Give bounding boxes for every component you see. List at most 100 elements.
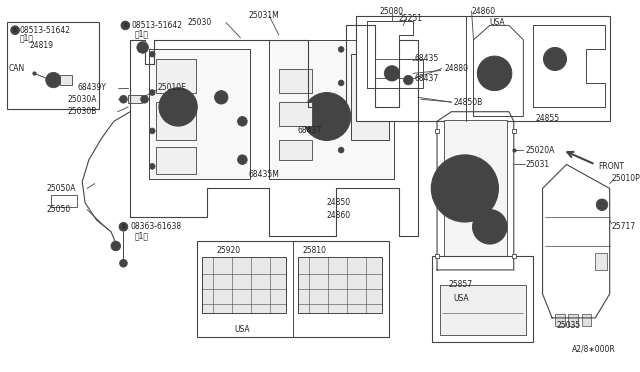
Text: USA: USA xyxy=(453,294,469,303)
Bar xyxy=(128,95,141,103)
Circle shape xyxy=(543,48,566,70)
Text: 24850: 24850 xyxy=(327,198,351,207)
Circle shape xyxy=(303,93,351,141)
Circle shape xyxy=(121,21,130,30)
Circle shape xyxy=(596,199,608,211)
Circle shape xyxy=(472,209,507,244)
Circle shape xyxy=(237,155,247,164)
Text: 25031M: 25031M xyxy=(248,11,279,20)
Circle shape xyxy=(403,75,413,85)
Circle shape xyxy=(149,51,155,57)
Circle shape xyxy=(120,259,127,267)
Text: 24855: 24855 xyxy=(536,114,560,123)
Text: 25030A: 25030A xyxy=(68,95,97,104)
Text: USA: USA xyxy=(234,325,250,334)
Text: 25251: 25251 xyxy=(399,14,422,23)
Circle shape xyxy=(548,52,562,66)
Bar xyxy=(156,102,196,141)
Bar xyxy=(555,314,564,326)
Bar xyxy=(8,22,99,109)
Text: 08513-51642: 08513-51642 xyxy=(131,21,182,30)
Circle shape xyxy=(477,56,512,91)
Text: 25050A: 25050A xyxy=(47,184,76,193)
Text: 24860: 24860 xyxy=(472,7,496,16)
Text: S: S xyxy=(124,23,127,28)
Bar xyxy=(444,121,507,262)
Circle shape xyxy=(431,155,499,222)
Circle shape xyxy=(339,113,344,119)
Bar xyxy=(202,257,287,313)
Bar xyxy=(197,241,389,337)
Text: 68437: 68437 xyxy=(298,126,322,135)
Text: （1）: （1） xyxy=(20,33,34,42)
Text: 25920: 25920 xyxy=(216,246,241,255)
Circle shape xyxy=(140,45,145,50)
Text: 25035: 25035 xyxy=(557,321,581,330)
Bar xyxy=(51,195,77,207)
Text: CAN: CAN xyxy=(8,64,24,73)
Bar xyxy=(568,314,578,326)
Circle shape xyxy=(119,222,128,231)
Text: 25050: 25050 xyxy=(47,205,71,214)
Circle shape xyxy=(481,218,499,235)
Circle shape xyxy=(149,90,155,95)
Circle shape xyxy=(339,80,344,86)
Text: （1）: （1） xyxy=(135,29,149,39)
Circle shape xyxy=(339,46,344,52)
Text: 68437: 68437 xyxy=(415,74,439,83)
Text: 68439Y: 68439Y xyxy=(77,83,106,92)
Text: 25080: 25080 xyxy=(380,7,404,16)
Bar xyxy=(279,102,312,126)
Bar xyxy=(582,314,591,326)
Text: USA: USA xyxy=(490,18,506,27)
Circle shape xyxy=(111,241,120,251)
Bar xyxy=(351,54,389,141)
Bar xyxy=(60,75,72,85)
Text: 25810: 25810 xyxy=(303,246,327,255)
Bar xyxy=(156,59,196,93)
Bar xyxy=(440,285,526,335)
Bar xyxy=(156,147,196,174)
Bar xyxy=(279,68,312,93)
Text: 24880: 24880 xyxy=(445,64,468,73)
Text: 68435M: 68435M xyxy=(248,170,279,179)
Bar xyxy=(298,257,382,313)
Circle shape xyxy=(214,91,228,104)
Circle shape xyxy=(46,73,61,88)
Bar xyxy=(356,16,610,121)
Bar xyxy=(595,253,607,270)
Circle shape xyxy=(486,65,503,82)
Circle shape xyxy=(237,116,247,126)
Text: 24850B: 24850B xyxy=(453,97,483,107)
Bar xyxy=(149,49,250,179)
Text: 25010E: 25010E xyxy=(157,83,186,92)
Text: 25010P: 25010P xyxy=(612,174,640,183)
Circle shape xyxy=(384,66,399,81)
Text: 08363-61638: 08363-61638 xyxy=(130,222,181,231)
Circle shape xyxy=(137,42,148,53)
Circle shape xyxy=(141,95,148,103)
Circle shape xyxy=(120,95,127,103)
Text: 68435: 68435 xyxy=(415,54,439,64)
Text: （1）: （1） xyxy=(135,231,149,240)
Text: 24860: 24860 xyxy=(327,211,351,220)
Circle shape xyxy=(11,26,19,35)
Text: S: S xyxy=(13,28,17,33)
Bar xyxy=(432,256,533,342)
Text: A2/8∗000R: A2/8∗000R xyxy=(572,344,616,353)
Text: 25030: 25030 xyxy=(188,18,212,27)
Bar xyxy=(269,40,394,179)
Text: 25857: 25857 xyxy=(449,280,473,289)
Circle shape xyxy=(149,128,155,134)
Bar xyxy=(279,141,312,160)
Circle shape xyxy=(445,169,484,208)
Circle shape xyxy=(316,105,339,128)
Text: 25030B: 25030B xyxy=(68,107,97,116)
Text: S: S xyxy=(122,224,125,229)
Text: 25717: 25717 xyxy=(612,222,636,231)
Text: 25020A: 25020A xyxy=(525,145,555,155)
Text: FRONT: FRONT xyxy=(598,162,624,171)
Circle shape xyxy=(168,97,188,116)
Text: 24819: 24819 xyxy=(29,41,54,50)
Text: 08513-51642: 08513-51642 xyxy=(20,26,71,35)
